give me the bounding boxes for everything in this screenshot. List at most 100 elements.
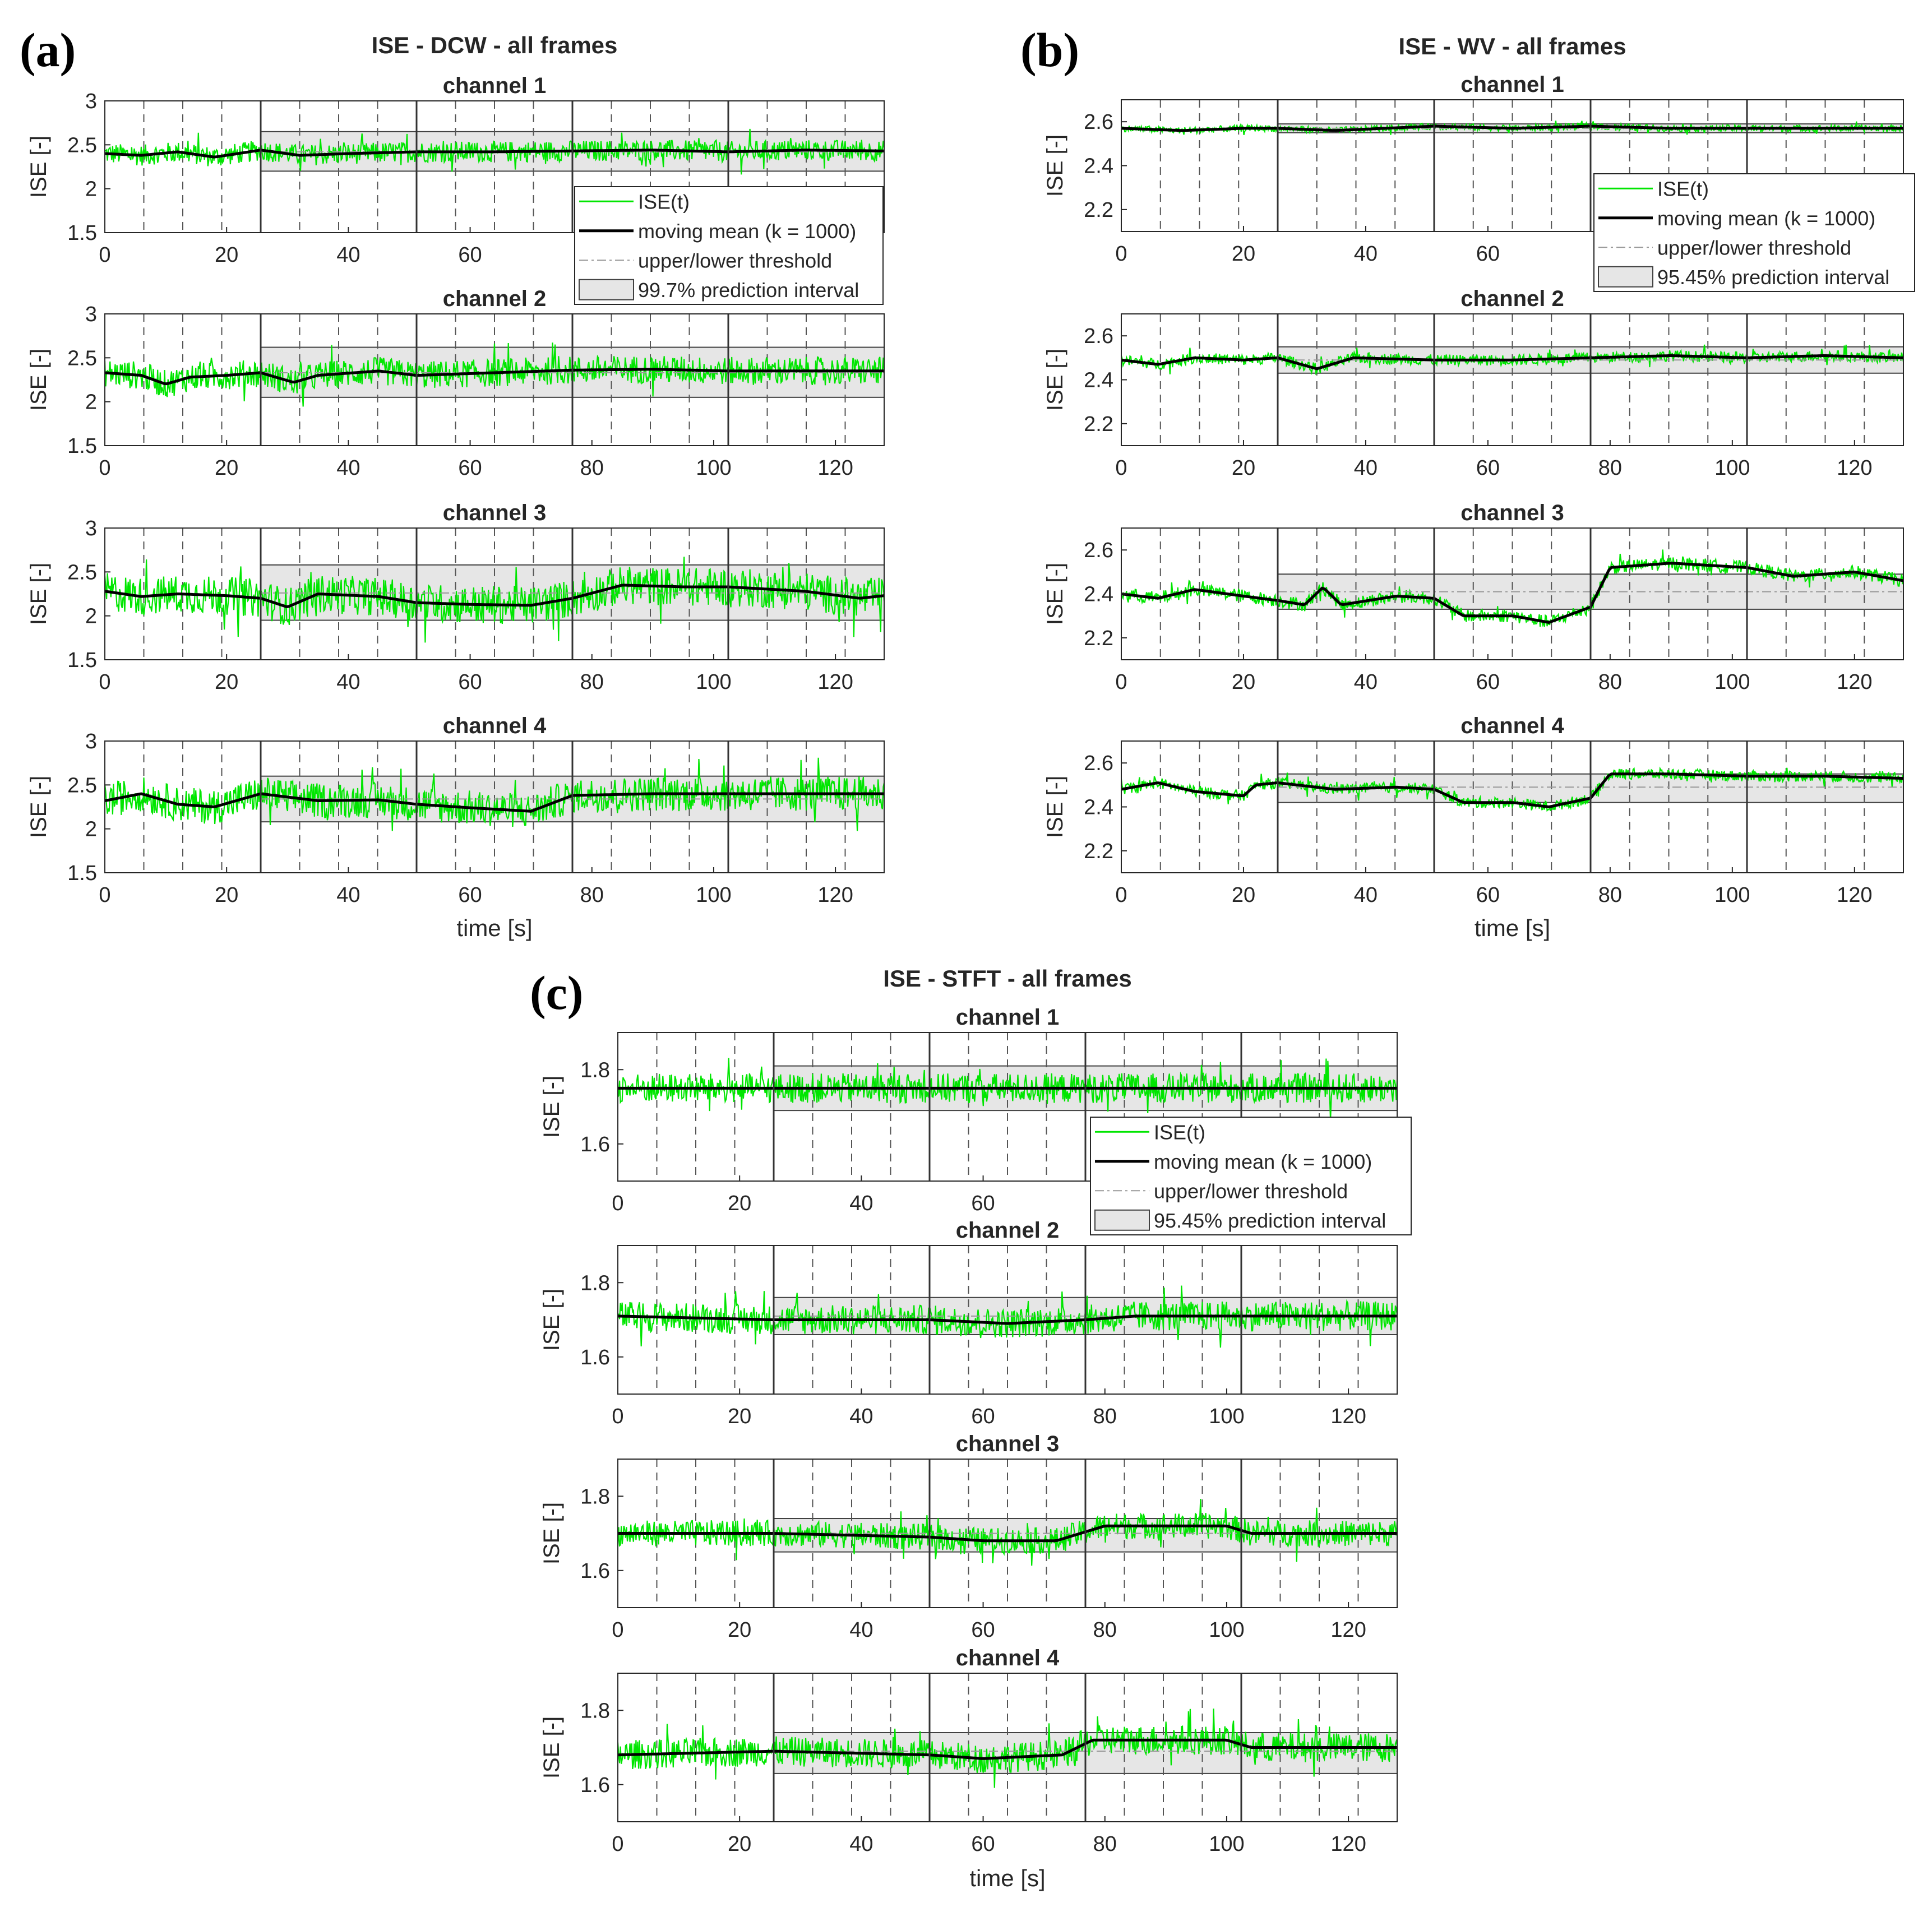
subplot-title: channel 3 [1460,501,1564,525]
y-tick-label: 2.5 [67,133,97,157]
x-tick-label: 60 [971,1832,995,1856]
legend-swatch-interval [1094,1209,1150,1231]
axes-2: channel 2 0 20 40 60 80 100 120 2.2 2.4 2.6 ISE [-] [1043,286,1904,480]
x-tick-label: 20 [1232,456,1255,480]
panel-c: (c) ISE - STFT - all frames channel 1 0 20 40… [530,965,1412,1891]
x-axis-label: time [s] [456,915,532,941]
x-tick-label: 0 [99,456,110,480]
x-tick-label: 40 [336,456,360,480]
x-tick-label: 120 [1837,670,1872,694]
x-tick-label: 40 [1354,883,1378,907]
axes-box [104,527,885,660]
x-tick-label: 60 [1476,242,1500,266]
figure-title: ISE - DCW - all frames [372,32,618,58]
y-tick-label: 2.4 [1084,369,1113,392]
axes-box [104,313,885,446]
x-tick-label: 80 [1598,456,1622,480]
axes-box [617,1459,1398,1608]
x-tick-label: 20 [1232,242,1255,266]
x-tick-label: 100 [1714,883,1750,907]
x-tick-label: 100 [1714,456,1750,480]
panel-label: (c) [530,966,583,1020]
y-tick-label: 1.5 [67,221,97,245]
legend-entry: moving mean (k = 1000) [638,220,856,243]
moving-mean-line [105,149,884,159]
x-tick-label: 40 [1354,242,1378,266]
legend-entry: moving mean (k = 1000) [1154,1150,1372,1173]
moving-mean-line [618,1738,1397,1760]
y-tick-label: 2.6 [1084,110,1113,134]
legend-entry: 99.7% prediction interval [638,279,859,302]
y-tick-label: 2.6 [1084,325,1113,348]
x-tick-label: 100 [1714,670,1750,694]
panel-label: (b) [1020,23,1079,77]
axes-4: channel 4 0 20 40 60 80 100 120 2.2 2.4 2.6 ISE [-]… [1043,714,1904,941]
x-tick-label: 100 [1209,1405,1244,1428]
panel-label: (a) [20,23,76,77]
x-tick-label: 100 [696,670,731,694]
axes-2: channel 2 0 20 40 60 80 100 120 1.6 1.8 ISE [-] [539,1218,1398,1428]
ise-signal [105,757,884,831]
moving-mean-line [1121,354,1903,371]
moving-mean-line [105,368,884,386]
x-tick-label: 60 [971,1192,995,1215]
y-tick-label: 1.5 [67,649,97,672]
x-tick-label: 100 [1209,1832,1244,1856]
subplot-title: channel 4 [956,1646,1060,1670]
legend: ISE(t) moving mean (k = 1000) upper/lower … [574,186,884,305]
y-tick-label: 1.6 [580,1346,610,1369]
x-tick-label: 40 [1354,670,1378,694]
axes-box [617,1245,1398,1395]
y-tick-label: 2.2 [1084,840,1113,863]
x-tick-label: 20 [728,1192,751,1215]
y-tick-label: 2.4 [1084,155,1113,178]
y-axis-label: ISE [-] [539,1289,564,1351]
x-tick-label: 0 [612,1192,623,1215]
ise-signal [105,557,884,643]
y-tick-label: 1.8 [580,1699,610,1723]
legend-entry: upper/lower threshold [1154,1179,1348,1202]
x-tick-label: 100 [696,456,731,480]
x-tick-label: 0 [612,1405,623,1428]
y-tick-label: 1.6 [580,1133,610,1156]
x-tick-label: 40 [849,1832,873,1856]
x-tick-label: 0 [1115,670,1127,694]
y-tick-label: 2.2 [1084,198,1113,222]
x-tick-label: 80 [1093,1618,1117,1642]
x-tick-label: 0 [99,243,110,267]
x-axis-label: time [s] [1475,915,1550,941]
legend-entry: ISE(t) [1154,1121,1205,1144]
x-tick-label: 80 [1093,1405,1117,1428]
subplot-title: channel 2 [443,286,547,311]
y-tick-label: 1.6 [580,1774,610,1797]
x-tick-label: 20 [728,1405,751,1428]
y-axis-label: ISE [-] [539,1076,564,1138]
x-tick-label: 0 [99,670,110,694]
x-tick-label: 80 [580,456,604,480]
x-tick-label: 40 [1354,456,1378,480]
y-axis-label: ISE [-] [26,349,51,411]
y-tick-label: 2.4 [1084,583,1113,607]
x-tick-label: 60 [971,1618,995,1642]
legend-entry: 95.45% prediction interval [1657,266,1889,289]
axes-box [104,100,885,233]
x-tick-label: 120 [1330,1618,1366,1642]
y-tick-label: 2.2 [1084,627,1113,650]
y-tick-label: 2.6 [1084,752,1113,775]
ise-signal [105,342,884,407]
subplot-title: channel 2 [956,1218,1060,1243]
y-tick-label: 2 [85,818,97,841]
y-tick-label: 3 [85,90,97,113]
ise-signal [105,128,884,175]
x-tick-label: 20 [728,1618,751,1642]
legend: ISE(t) moving mean (k = 1000) upper/lower … [1593,173,1915,292]
x-tick-label: 120 [1837,456,1872,480]
x-tick-label: 0 [1115,242,1127,266]
y-axis-label: ISE [-] [26,776,51,838]
moving-mean-line [105,584,884,609]
x-tick-label: 120 [817,883,853,907]
y-axis-label: ISE [-] [1043,563,1067,625]
y-tick-label: 3 [85,730,97,753]
